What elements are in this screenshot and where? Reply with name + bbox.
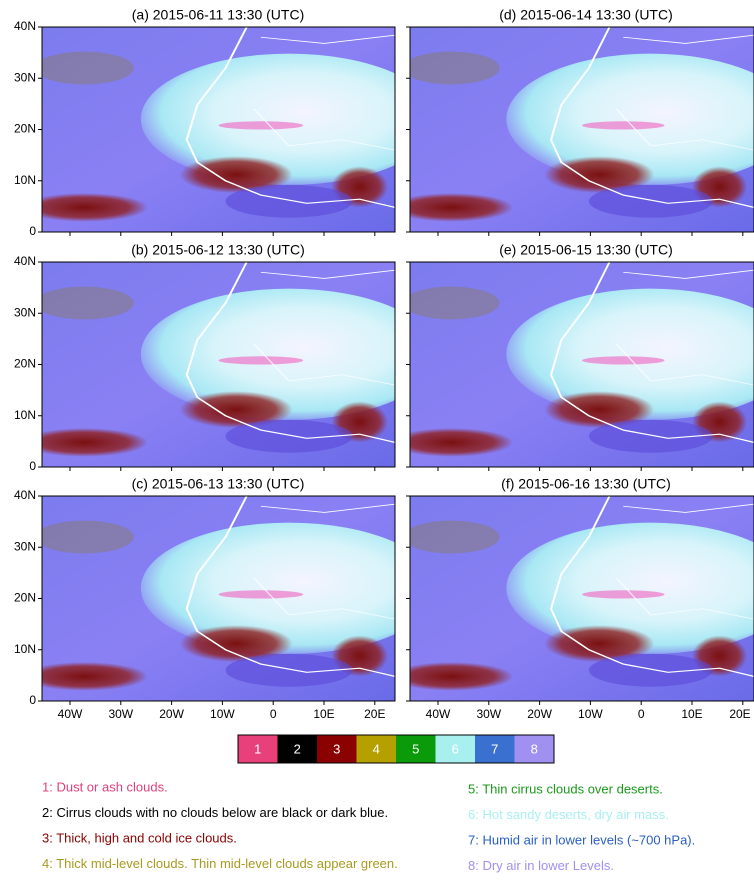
legend-number: 2	[294, 741, 301, 756]
legend-number: 3	[333, 741, 340, 756]
legend-description: 2: Cirrus clouds with no clouds below ar…	[42, 805, 388, 820]
map-panel: (b) 2015-06-12 13:30 (UTC) 0 10N 20N 30N 40N	[14, 242, 396, 473]
legend-swatch	[396, 735, 436, 763]
map-panel: (d) 2015-06-14 13:30 (UTC)	[406, 7, 754, 236]
satellite-image	[410, 496, 754, 701]
lon-label: 20W	[159, 707, 184, 721]
legend-number: 6	[452, 741, 459, 756]
legend-description: 8: Dry air in lower Levels.	[468, 858, 614, 873]
legend-description: 6: Hot sandy deserts, dry air mass.	[468, 807, 669, 822]
map-panel: (f) 2015-06-16 13:30 (UTC) 40W 30W 20W 10W 0 1…	[406, 476, 754, 721]
lat-label: 40N	[14, 19, 36, 33]
panel-title: (d) 2015-06-14 13:30 (UTC)	[499, 7, 673, 23]
lat-label: 20N	[14, 591, 36, 605]
lon-label: 0	[638, 707, 645, 721]
lat-label: 30N	[14, 70, 36, 84]
lat-label: 20N	[14, 122, 36, 136]
panel-title: (e) 2015-06-15 13:30 (UTC)	[499, 242, 673, 258]
lon-label: 10E	[681, 707, 702, 721]
legend-number: 7	[491, 741, 498, 756]
lon-label: 30W	[476, 707, 501, 721]
map-panel: (c) 2015-06-13 13:30 (UTC) 0 10N 20N 30N 40N 4…	[14, 476, 396, 721]
legend-description: 3: Thick, high and cold ice clouds.	[42, 830, 237, 845]
legend-swatch	[475, 735, 515, 763]
legend-swatch	[317, 735, 357, 763]
lon-label: 0	[270, 707, 277, 721]
legend-frame	[237, 734, 555, 764]
lon-label: 20E	[364, 707, 385, 721]
legend-swatch	[277, 735, 317, 763]
legend-description: 5: Thin cirrus clouds over deserts.	[468, 781, 663, 796]
satellite-image	[42, 496, 395, 701]
legend-swatch	[514, 735, 554, 763]
lat-label: 40N	[14, 488, 36, 502]
lon-label: 40W	[58, 707, 83, 721]
legend-number: 1	[254, 741, 261, 756]
lat-label: 20N	[14, 357, 36, 371]
panel-title: (a) 2015-06-11 13:30 (UTC)	[132, 7, 304, 23]
lat-label: 0	[29, 224, 36, 238]
satellite-image	[410, 262, 754, 467]
panel-title: (b) 2015-06-12 13:30 (UTC)	[131, 242, 305, 258]
lat-label: 0	[29, 459, 36, 473]
legend-description: 7: Humid air in lower levels (~700 hPa).	[468, 832, 695, 847]
legend-swatch	[356, 735, 396, 763]
lon-label: 10E	[313, 707, 334, 721]
panel-title: (f) 2015-06-16 13:30 (UTC)	[501, 476, 671, 492]
legend-description: 1: Dust or ash clouds.	[42, 779, 168, 794]
map-panel: (a) 2015-06-11 13:30 (UTC) 0 10N 20N 30N 40N	[14, 7, 396, 238]
lon-label: 30W	[108, 707, 133, 721]
lat-label: 10N	[14, 642, 36, 656]
lon-label: 20E	[729, 707, 750, 721]
legend-description: 4: Thick mid-level clouds. Thin mid-leve…	[42, 856, 398, 871]
legend-number: 8	[531, 741, 538, 756]
lon-label: 40W	[426, 707, 451, 721]
lon-label: 10W	[578, 707, 603, 721]
legend-number: 4	[373, 741, 380, 756]
lat-label: 30N	[14, 305, 36, 319]
legend-swatch	[435, 735, 475, 763]
lat-label: 10N	[14, 173, 36, 187]
lat-label: 10N	[14, 408, 36, 422]
legend-number: 5	[412, 741, 419, 756]
map-panel: (e) 2015-06-15 13:30 (UTC)	[406, 242, 754, 471]
lat-label: 0	[29, 693, 36, 707]
satellite-image	[42, 262, 395, 467]
satellite-image	[42, 27, 395, 232]
lon-label: 20W	[527, 707, 552, 721]
lat-label: 30N	[14, 539, 36, 553]
panel-title: (c) 2015-06-13 13:30 (UTC)	[132, 476, 305, 492]
lon-label: 10W	[210, 707, 235, 721]
satellite-image	[410, 27, 754, 232]
legend-swatch	[238, 735, 278, 763]
lat-label: 40N	[14, 254, 36, 268]
